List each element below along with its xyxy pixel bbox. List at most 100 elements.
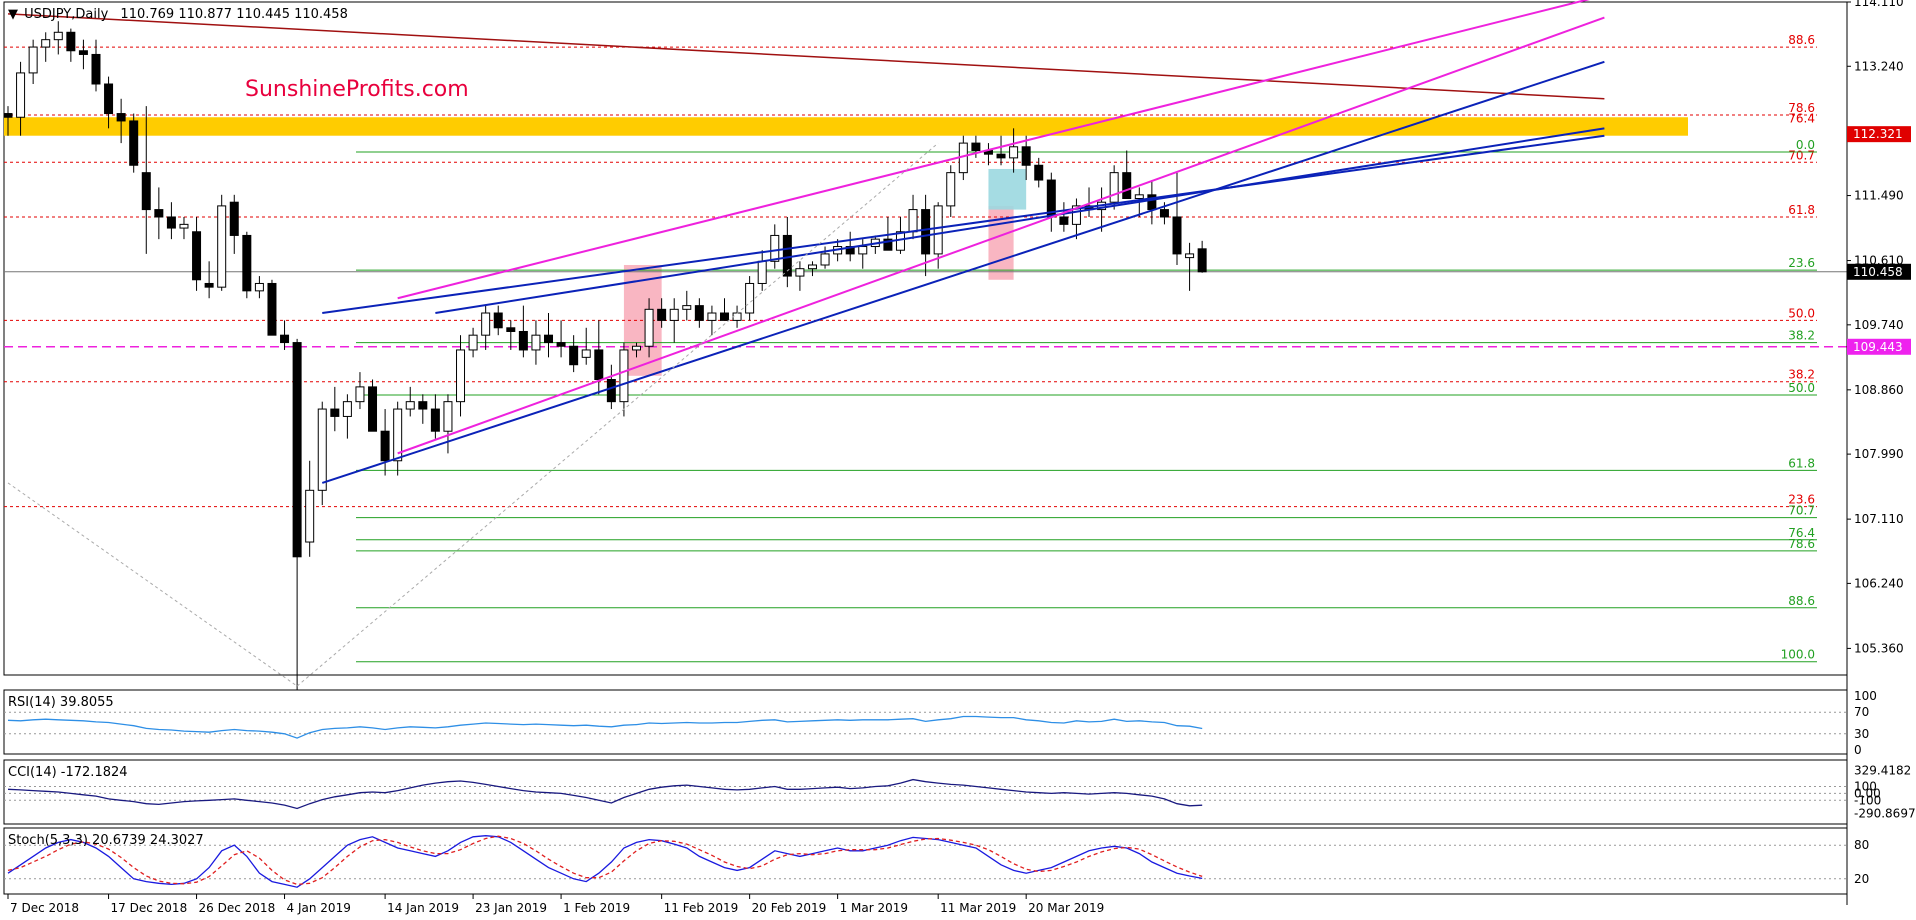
candle-body bbox=[179, 223, 189, 229]
candle-body bbox=[1059, 216, 1069, 225]
candle-body bbox=[342, 401, 352, 417]
y-tick-label: 113.240 bbox=[1854, 59, 1904, 73]
candle-body bbox=[506, 327, 516, 332]
indicator-tick-label: 80 bbox=[1854, 838, 1869, 852]
x-tick-label: 7 Dec 2018 bbox=[10, 901, 79, 915]
fib-red-label: 38.2 bbox=[1788, 368, 1815, 382]
fib-red-label: 78.6 bbox=[1788, 101, 1815, 115]
candle-body bbox=[141, 172, 151, 211]
candle-body bbox=[606, 379, 616, 403]
candle-body bbox=[1185, 253, 1195, 259]
blue-channel-line bbox=[435, 127, 1605, 315]
candle-body bbox=[820, 253, 830, 266]
candle-body bbox=[405, 401, 415, 410]
candle-body bbox=[556, 342, 566, 347]
candle-body bbox=[104, 83, 114, 115]
fib-green-label: 78.6 bbox=[1788, 537, 1815, 551]
blue-channel-line bbox=[322, 134, 1605, 315]
x-tick-label: 23 Jan 2019 bbox=[475, 901, 547, 915]
candle-body bbox=[644, 308, 654, 347]
x-tick-label: 14 Jan 2019 bbox=[387, 901, 459, 915]
candle-body bbox=[1071, 205, 1081, 225]
candle-body bbox=[1159, 209, 1169, 218]
candle-body bbox=[795, 268, 805, 277]
fib-red-label: 50.0 bbox=[1788, 306, 1815, 320]
candle-body bbox=[78, 50, 88, 55]
candle-body bbox=[204, 282, 214, 288]
magenta-channel-line bbox=[397, 0, 1590, 300]
candle-body bbox=[782, 234, 792, 277]
candle-body bbox=[682, 305, 692, 310]
indicator-tick-label: 100 bbox=[1854, 689, 1877, 703]
fib-anchor-line bbox=[7, 482, 298, 687]
cci-line bbox=[7, 778, 1203, 810]
candle-body bbox=[581, 349, 591, 358]
candle-body bbox=[971, 142, 981, 151]
candle-body bbox=[657, 308, 667, 321]
candle-body bbox=[468, 334, 478, 351]
chart-title: ▼ USDJPY,Daily 110.769 110.877 110.445 1… bbox=[8, 7, 348, 22]
candle-body bbox=[330, 408, 340, 417]
fib-green-label: 50.0 bbox=[1788, 381, 1815, 395]
candle-body bbox=[3, 113, 13, 118]
x-tick-label: 11 Feb 2019 bbox=[664, 901, 739, 915]
candle-body bbox=[732, 312, 742, 321]
x-tick-label: 17 Dec 2018 bbox=[111, 901, 188, 915]
overlays-back bbox=[4, 117, 1688, 376]
candle-body bbox=[770, 234, 780, 262]
watermark: SunshineProfits.com bbox=[245, 77, 469, 102]
indicator-tick-label: -290.8697 bbox=[1854, 806, 1916, 820]
candle-body bbox=[1134, 194, 1144, 200]
candle-body bbox=[41, 39, 51, 48]
candle-body bbox=[569, 345, 579, 366]
candle-body bbox=[368, 386, 378, 432]
price-badge bbox=[1847, 263, 1911, 280]
trend-lines bbox=[7, 0, 1605, 687]
candle-body bbox=[719, 312, 729, 321]
candle-body bbox=[883, 238, 893, 251]
x-tick-label: 1 Mar 2019 bbox=[840, 901, 908, 915]
candle-body bbox=[745, 282, 755, 314]
ohlc-values: 110.769 110.877 110.445 110.458 bbox=[120, 7, 347, 22]
blue-channel-line bbox=[321, 60, 1605, 484]
y-tick-label: 107.110 bbox=[1854, 512, 1904, 526]
candle-body bbox=[1034, 164, 1044, 181]
fib-green-label: 100.0 bbox=[1781, 648, 1815, 662]
candle-body bbox=[456, 349, 466, 403]
y-tick-label: 105.360 bbox=[1854, 641, 1904, 655]
price-badge bbox=[1847, 126, 1911, 143]
panel-frames bbox=[3, 1, 1848, 895]
candle-body bbox=[594, 349, 604, 381]
consolidation-zone bbox=[988, 168, 1027, 210]
candle-body bbox=[694, 305, 704, 321]
candle-body bbox=[355, 386, 365, 403]
y-tick-label: 109.740 bbox=[1854, 318, 1904, 332]
indicator-tick-label: 0.00 bbox=[1854, 786, 1881, 800]
candle-body bbox=[267, 282, 277, 336]
candle-body bbox=[707, 312, 717, 321]
candle-body bbox=[1109, 172, 1119, 203]
stoch-title: Stoch(5,3,3) 20.6739 24.3027 bbox=[8, 833, 204, 848]
y-tick-label: 108.860 bbox=[1854, 383, 1904, 397]
title-arrow-icon: ▼ bbox=[8, 7, 18, 22]
candle-body bbox=[493, 312, 503, 329]
candle-body bbox=[531, 334, 541, 351]
x-tick-label: 26 Dec 2018 bbox=[199, 901, 276, 915]
candle-body bbox=[242, 234, 252, 292]
fib-anchor-line bbox=[296, 142, 939, 687]
x-tick-label: 1 Feb 2019 bbox=[563, 901, 630, 915]
candle-body bbox=[229, 201, 239, 236]
magenta-channel-line bbox=[397, 16, 1605, 455]
candle-body bbox=[129, 120, 139, 166]
price-badge-label: 109.443 bbox=[1853, 340, 1903, 354]
fib-red-label: 88.6 bbox=[1788, 33, 1815, 47]
candle-body bbox=[946, 172, 956, 207]
candle-body bbox=[192, 231, 202, 281]
fib-green-label: 0.0 bbox=[1796, 138, 1815, 152]
indicator-tick-label: 329.4182 bbox=[1854, 764, 1911, 778]
y-tick-label: 107.990 bbox=[1854, 447, 1904, 461]
candle-body bbox=[921, 209, 931, 255]
candle-body bbox=[317, 408, 327, 491]
candle-body bbox=[154, 209, 164, 218]
